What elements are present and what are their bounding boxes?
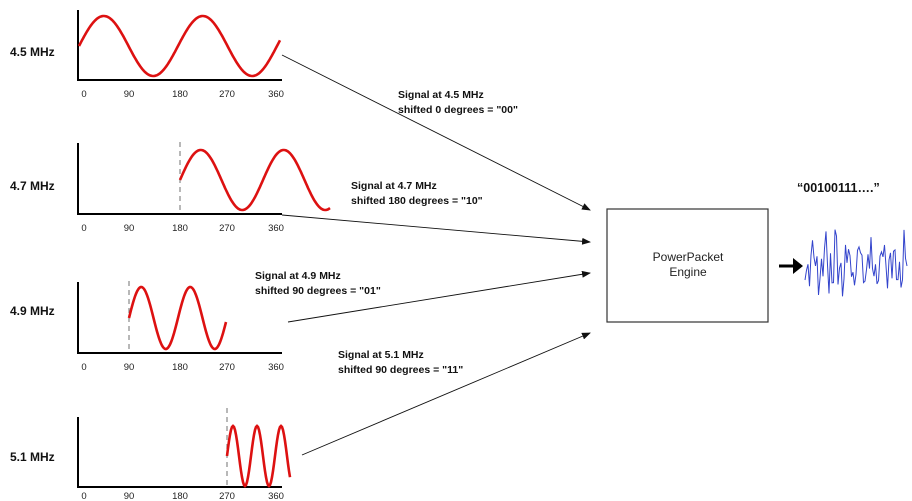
signal-arrow-3: [287, 270, 591, 323]
engine-label-line2: Engine: [669, 265, 707, 279]
frequency-label: 4.7 MHz: [10, 179, 55, 193]
x-tick-label: 90: [124, 89, 135, 100]
output-arrow: [779, 258, 803, 274]
x-tick-label: 270: [219, 89, 235, 100]
frequency-label: 4.9 MHz: [10, 304, 55, 318]
x-tick-label: 0: [81, 223, 86, 234]
x-tick-label: 0: [81, 491, 86, 501]
carrier-wave: [178, 148, 331, 212]
x-tick-label: 270: [219, 491, 235, 501]
carrier-wave: [127, 285, 228, 351]
x-tick-label: 360: [268, 491, 284, 501]
engine-label-line1: PowerPacket: [653, 250, 724, 264]
carrier-wave: [77, 14, 282, 78]
x-tick-label: 90: [124, 491, 135, 501]
x-tick-label: 180: [172, 223, 188, 234]
signal-caption-3-line1: Signal at 4.9 MHz: [255, 270, 341, 282]
x-tick-label: 0: [81, 89, 86, 100]
output-waveform: [804, 229, 908, 297]
carrier-wave: [225, 424, 292, 488]
x-tick-label: 180: [172, 89, 188, 100]
signal-caption-2-line1: Signal at 4.7 MHz: [351, 180, 437, 192]
powerpacket-engine-box: PowerPacket Engine: [606, 208, 769, 323]
frequency-label: 5.1 MHz: [10, 450, 55, 464]
signal-caption-1-line1: Signal at 4.5 MHz: [398, 89, 484, 101]
x-tick-label: 360: [268, 362, 284, 373]
signal-caption-1-line2: shifted 0 degrees = "00": [398, 104, 518, 116]
signal-arrow-2: [281, 214, 591, 245]
output-bit-string: “00100111….”: [797, 181, 880, 195]
signal-caption-3-line2: shifted 90 degrees = "01": [255, 285, 381, 297]
x-tick-label: 360: [268, 223, 284, 234]
x-tick-label: 180: [172, 362, 188, 373]
frequency-label: 4.5 MHz: [10, 45, 55, 59]
x-tick-label: 90: [124, 362, 135, 373]
signal-caption-2-line2: shifted 180 degrees = "10": [351, 195, 483, 207]
x-tick-label: 360: [268, 89, 284, 100]
x-tick-label: 270: [219, 223, 235, 234]
x-tick-label: 0: [81, 362, 86, 373]
signal-panel-3: 4.9 MHz 0 90 180 270 360: [10, 281, 284, 373]
x-tick-label: 90: [124, 223, 135, 234]
signal-arrow-4: [301, 332, 591, 456]
signal-panel-1: 4.5 MHz 0 90 180 270 360: [10, 10, 284, 100]
signal-panel-2: 4.7 MHz 0 90 180 270 360: [10, 142, 331, 234]
signal-caption-4-line1: Signal at 5.1 MHz: [338, 349, 424, 361]
signal-caption-4-line2: shifted 90 degrees = "11": [338, 364, 463, 376]
signal-arrow-1: [281, 54, 591, 211]
signal-panel-4: 5.1 MHz 0 90 180 270 360: [10, 408, 292, 501]
x-tick-label: 270: [219, 362, 235, 373]
x-tick-label: 180: [172, 491, 188, 501]
